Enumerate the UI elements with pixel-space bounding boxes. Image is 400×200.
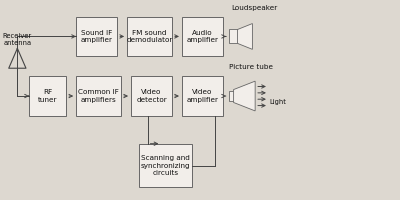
Text: Scanning and
synchronizing
circuits: Scanning and synchronizing circuits	[140, 155, 190, 176]
Text: Audio
amplifier: Audio amplifier	[186, 30, 218, 43]
Bar	[76, 17, 117, 56]
Text: Video
detector: Video detector	[136, 89, 167, 103]
Bar	[182, 17, 223, 56]
Bar	[127, 17, 172, 56]
Text: Sound IF
amplifier: Sound IF amplifier	[81, 30, 113, 43]
Polygon shape	[238, 24, 252, 49]
Bar	[76, 76, 121, 116]
Text: FM sound
demodulator: FM sound demodulator	[126, 30, 173, 43]
Bar	[229, 91, 234, 101]
Bar	[139, 144, 192, 187]
Polygon shape	[234, 81, 255, 111]
Text: Picture tube: Picture tube	[229, 64, 273, 70]
Text: Light: Light	[270, 99, 286, 105]
Text: Common IF
amplifiers: Common IF amplifiers	[78, 89, 119, 103]
Bar	[182, 76, 223, 116]
Bar	[29, 76, 66, 116]
Bar	[131, 76, 172, 116]
Bar	[229, 29, 238, 43]
Text: Loudspeaker: Loudspeaker	[231, 5, 277, 11]
Text: RF
tuner: RF tuner	[38, 89, 58, 103]
Text: Video
amplifier: Video amplifier	[186, 89, 218, 103]
Text: Receiver
antenna: Receiver antenna	[3, 33, 32, 46]
